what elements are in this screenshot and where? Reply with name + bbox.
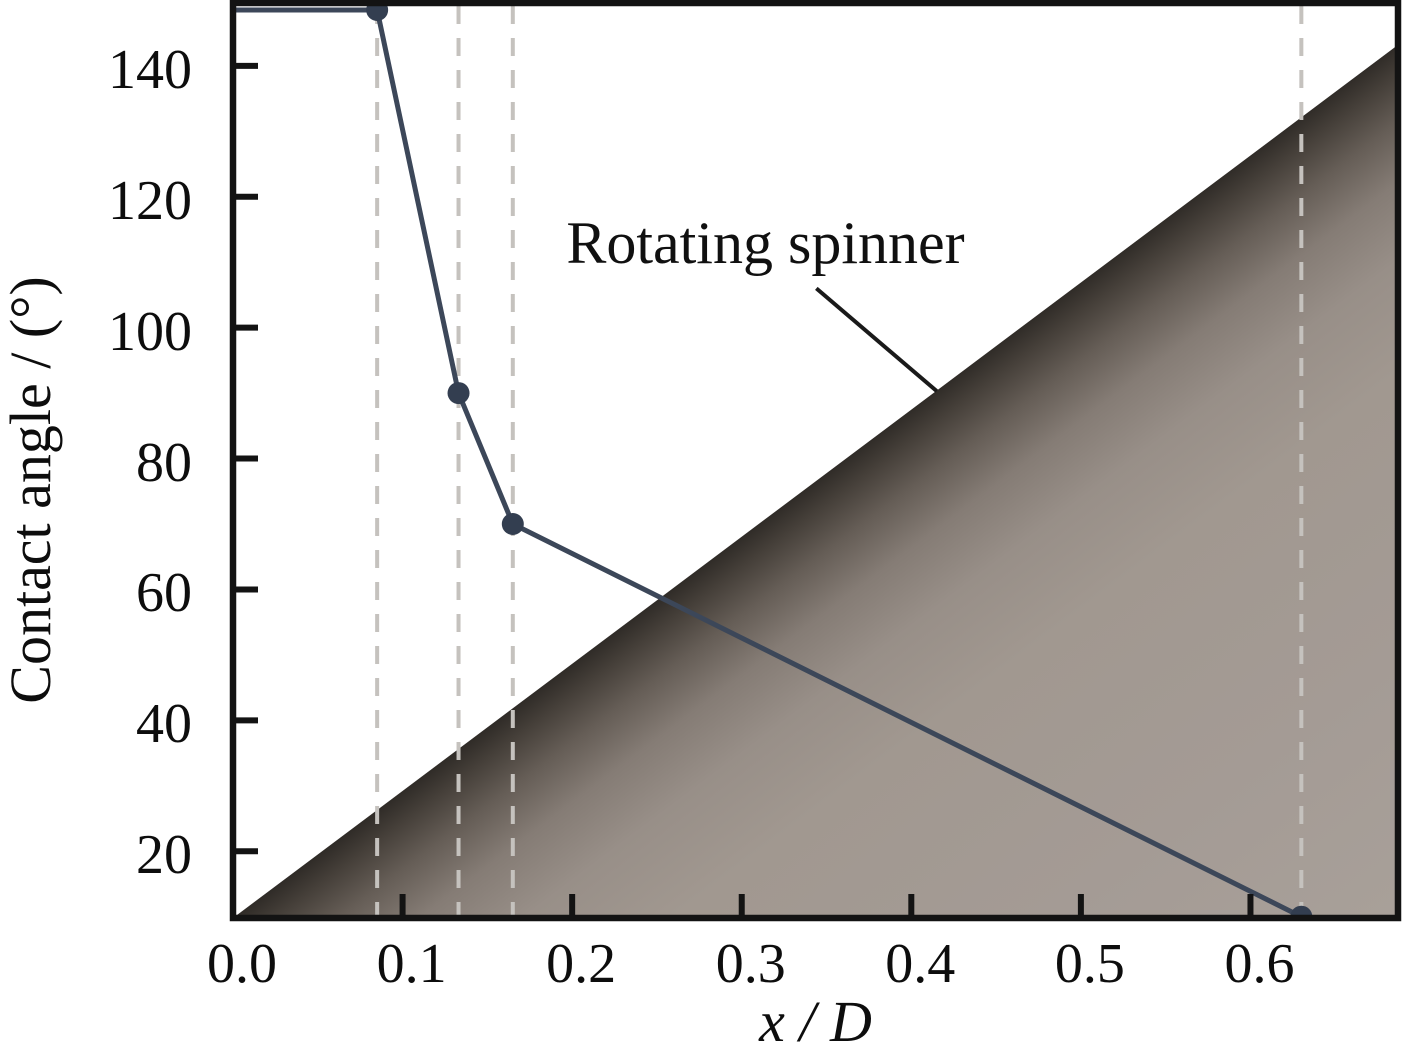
- x-tick-label: 0.4: [885, 933, 956, 995]
- y-tick-label: 60: [136, 562, 192, 625]
- x-tick-label: 0.1: [376, 933, 447, 995]
- y-tick-label: 20: [136, 824, 192, 887]
- x-tick-label: 0.6: [1224, 933, 1295, 995]
- y-tick-label: 140: [108, 38, 192, 101]
- data-point-marker: [366, 5, 389, 21]
- data-point-marker: [501, 512, 524, 535]
- rotating-spinner-annotation: Rotating spinner: [566, 209, 965, 276]
- rotating-spinner-region: [233, 44, 1398, 918]
- y-tick-label: 100: [108, 300, 192, 363]
- axes-frame: [229, 0, 1402, 922]
- x-axis-title: x / D: [759, 989, 872, 1054]
- data-point-marker: [1290, 905, 1313, 917]
- annotation-pointer-line: [815, 286, 939, 393]
- x-tick-label: 0.0: [207, 933, 277, 995]
- x-tick-label: 0.5: [1054, 933, 1125, 995]
- x-tick-label: 0.3: [715, 933, 786, 995]
- y-tick-label: 120: [108, 169, 192, 232]
- y-tick-label: 40: [136, 693, 192, 756]
- x-tick-label: 0.2: [546, 933, 617, 995]
- y-tick-label: 80: [136, 431, 192, 494]
- data-point-marker: [447, 382, 470, 405]
